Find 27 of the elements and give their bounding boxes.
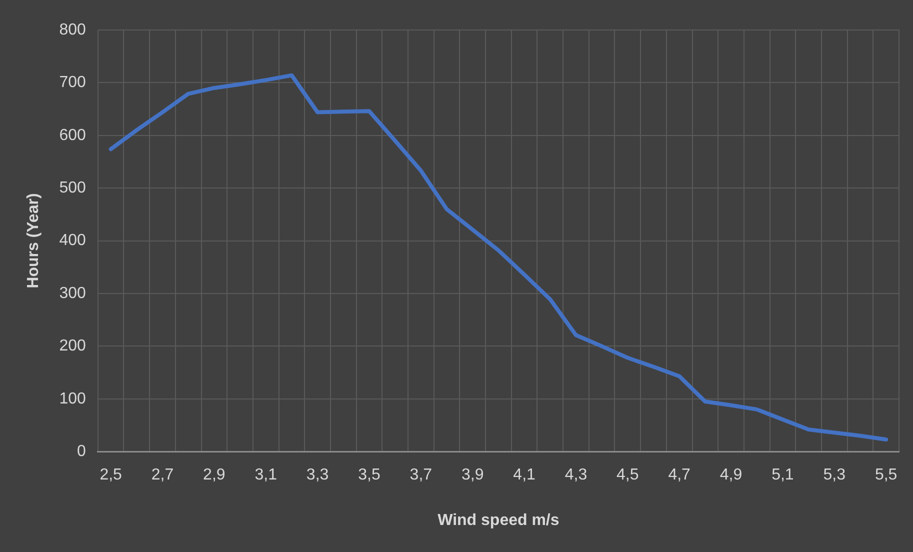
x-tick-label: 3,9 — [461, 466, 484, 484]
x-tick-label: 5,1 — [772, 466, 794, 484]
x-tick-label: 2,7 — [151, 466, 174, 484]
x-tick-label: 4,5 — [616, 466, 639, 484]
y-tick-label: 300 — [59, 284, 86, 302]
x-tick-label: 4,1 — [513, 466, 536, 484]
y-tick-label: 600 — [59, 126, 86, 144]
x-axis-title: Wind speed m/s — [438, 512, 560, 529]
y-tick-label: 0 — [76, 443, 86, 460]
x-tick-label: 3,5 — [358, 466, 380, 484]
x-tick-label: 5,3 — [823, 466, 846, 484]
x-tick-label: 3,7 — [410, 466, 432, 484]
y-axis-title: Hours (Year) — [25, 193, 42, 288]
x-tick-label: 4,3 — [564, 466, 588, 484]
y-tick-label: 700 — [59, 74, 86, 92]
y-tick-label: 100 — [59, 390, 86, 408]
x-tick-label: 4,9 — [720, 466, 742, 484]
x-tick-label: 5,5 — [874, 466, 898, 484]
y-tick-label: 500 — [59, 180, 86, 197]
x-tick-label: 3,3 — [306, 466, 329, 484]
x-tick-label: 3,1 — [254, 466, 278, 484]
y-tick-label: 800 — [59, 21, 86, 38]
y-tick-label: 400 — [59, 232, 86, 250]
x-tick-label: 4,7 — [668, 466, 691, 484]
x-tick-label: 2,9 — [203, 466, 226, 484]
y-tick-label: 200 — [59, 338, 86, 355]
x-tick-label: 2,5 — [100, 466, 122, 484]
